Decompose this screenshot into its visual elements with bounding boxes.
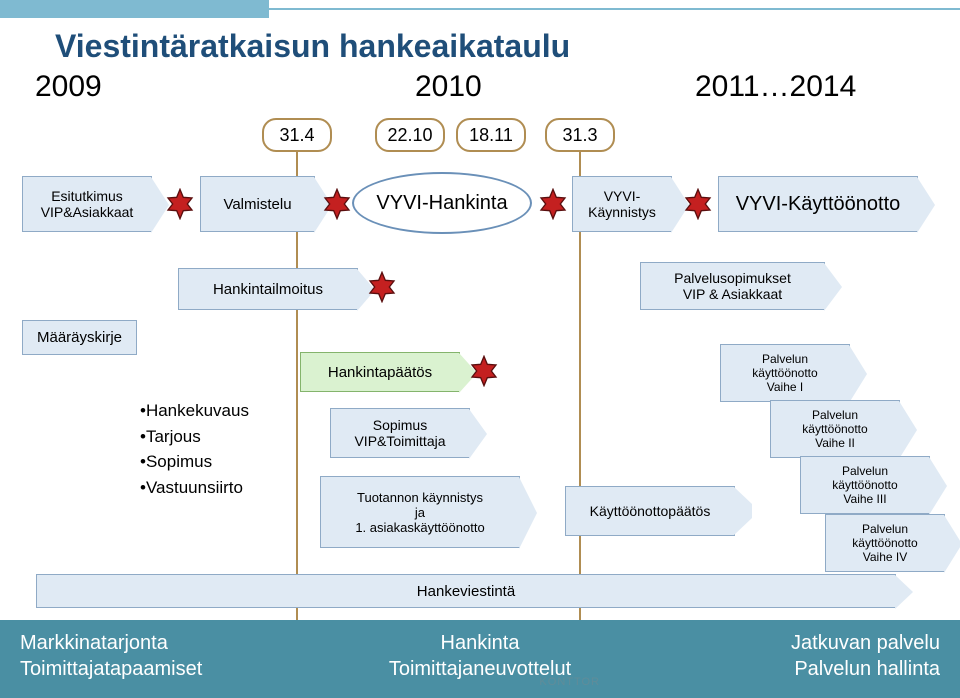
date-4: 31.3 — [545, 118, 615, 152]
stage-hankinta-oval: VYVI-Hankinta — [352, 172, 532, 234]
stage-esitutkimus: Esitutkimus VIP&Asiakkaat — [22, 176, 152, 232]
palvelusopimukset: Palvelusopimukset VIP & Asiakkaat — [640, 262, 825, 310]
hankeviestinta: Hankeviestintä — [36, 574, 896, 608]
footer-bar: Markkinatarjonta Toimittajatapaamiset Ha… — [0, 620, 960, 698]
stage-valmistelu: Valmistelu — [200, 176, 315, 232]
footer-text: Jatkuvan palvelu — [791, 632, 940, 654]
date-3: 18.11 — [456, 118, 526, 152]
footer-text: Toimittajatapaamiset — [20, 658, 202, 680]
bullet: Tarjous — [146, 427, 201, 446]
year-2010: 2010 — [415, 70, 482, 104]
footer-left: Markkinatarjonta Toimittajatapaamiset — [0, 620, 320, 698]
year-bar: 2009 2010 2011…2014 — [35, 70, 925, 118]
vaihe-1: Palvelun käyttöönotto Vaihe I — [720, 344, 850, 402]
header-stripe — [0, 0, 960, 18]
date-1: 31.4 — [262, 118, 332, 152]
vaihe-2: Palvelun käyttöönotto Vaihe II — [770, 400, 900, 458]
stage-kayttoonotto: VYVI-Käyttöönotto — [718, 176, 918, 232]
tuotanto: Tuotannon käynnistys ja 1. asiakaskäyttö… — [320, 476, 520, 548]
bullet-list: •Hankekuvaus •Tarjous •Sopimus •Vastuuns… — [140, 398, 249, 500]
star-icon — [321, 188, 353, 220]
date-2: 22.10 — [375, 118, 445, 152]
bullet: Vastuunsiirto — [146, 478, 243, 497]
maarayskirje: Määräyskirje — [22, 320, 137, 355]
footer-right: Jatkuvan palvelu Palvelun hallinta — [640, 620, 960, 698]
year-2011: 2011…2014 — [695, 70, 856, 104]
watermark: KONTTOR — [539, 676, 600, 688]
kayttoonottopaatos: Käyttöönottopäätös — [565, 486, 735, 536]
star-icon — [366, 271, 398, 303]
star-icon — [468, 355, 500, 387]
vaihe-3: Palvelun käyttöönotto Vaihe III — [800, 456, 930, 514]
stage-kaynnistys: VYVI- Käynnistys — [572, 176, 672, 232]
footer-text: Hankinta — [441, 632, 520, 654]
footer-text: Markkinatarjonta — [20, 632, 168, 654]
star-icon — [537, 188, 569, 220]
star-icon — [682, 188, 714, 220]
bullet: Sopimus — [146, 452, 212, 471]
bullet: Hankekuvaus — [146, 401, 249, 420]
year-2009: 2009 — [35, 70, 102, 104]
page-title: Viestintäratkaisun hankeaikataulu — [55, 28, 570, 65]
sopimus: Sopimus VIP&Toimittaja — [330, 408, 470, 458]
star-icon — [164, 188, 196, 220]
footer-text: Palvelun hallinta — [794, 658, 940, 680]
hankintapaatos: Hankintapäätös — [300, 352, 460, 392]
vaihe-4: Palvelun käyttöönotto Vaihe IV — [825, 514, 945, 572]
hankintailmoitus: Hankintailmoitus — [178, 268, 358, 310]
